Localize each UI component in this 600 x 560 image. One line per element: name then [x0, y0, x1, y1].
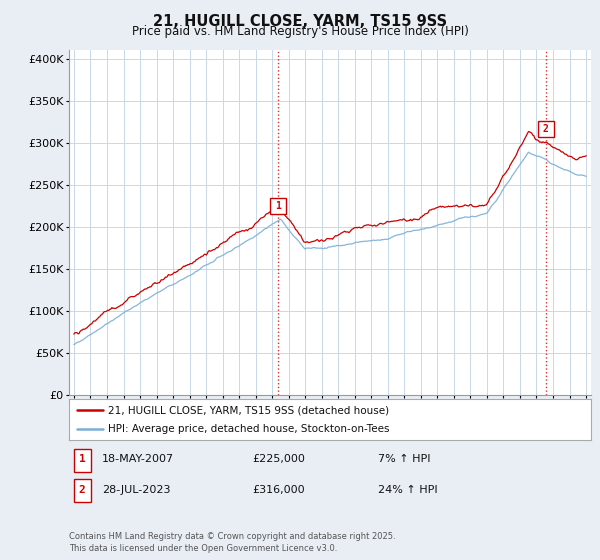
- Text: 1: 1: [275, 201, 281, 211]
- Text: 2: 2: [543, 124, 549, 134]
- Text: 18-MAY-2007: 18-MAY-2007: [102, 455, 174, 464]
- Text: Contains HM Land Registry data © Crown copyright and database right 2025.
This d: Contains HM Land Registry data © Crown c…: [69, 533, 395, 553]
- Text: 1: 1: [79, 455, 86, 464]
- Text: 2: 2: [79, 486, 86, 495]
- Text: 24% ↑ HPI: 24% ↑ HPI: [378, 486, 437, 495]
- Text: Price paid vs. HM Land Registry's House Price Index (HPI): Price paid vs. HM Land Registry's House …: [131, 25, 469, 38]
- Text: 21, HUGILL CLOSE, YARM, TS15 9SS: 21, HUGILL CLOSE, YARM, TS15 9SS: [153, 14, 447, 29]
- Text: £225,000: £225,000: [252, 455, 305, 464]
- Text: 21, HUGILL CLOSE, YARM, TS15 9SS (detached house): 21, HUGILL CLOSE, YARM, TS15 9SS (detach…: [108, 405, 389, 415]
- Text: 7% ↑ HPI: 7% ↑ HPI: [378, 455, 431, 464]
- Text: 28-JUL-2023: 28-JUL-2023: [102, 486, 170, 495]
- Text: HPI: Average price, detached house, Stockton-on-Tees: HPI: Average price, detached house, Stoc…: [108, 424, 389, 433]
- Text: £316,000: £316,000: [252, 486, 305, 495]
